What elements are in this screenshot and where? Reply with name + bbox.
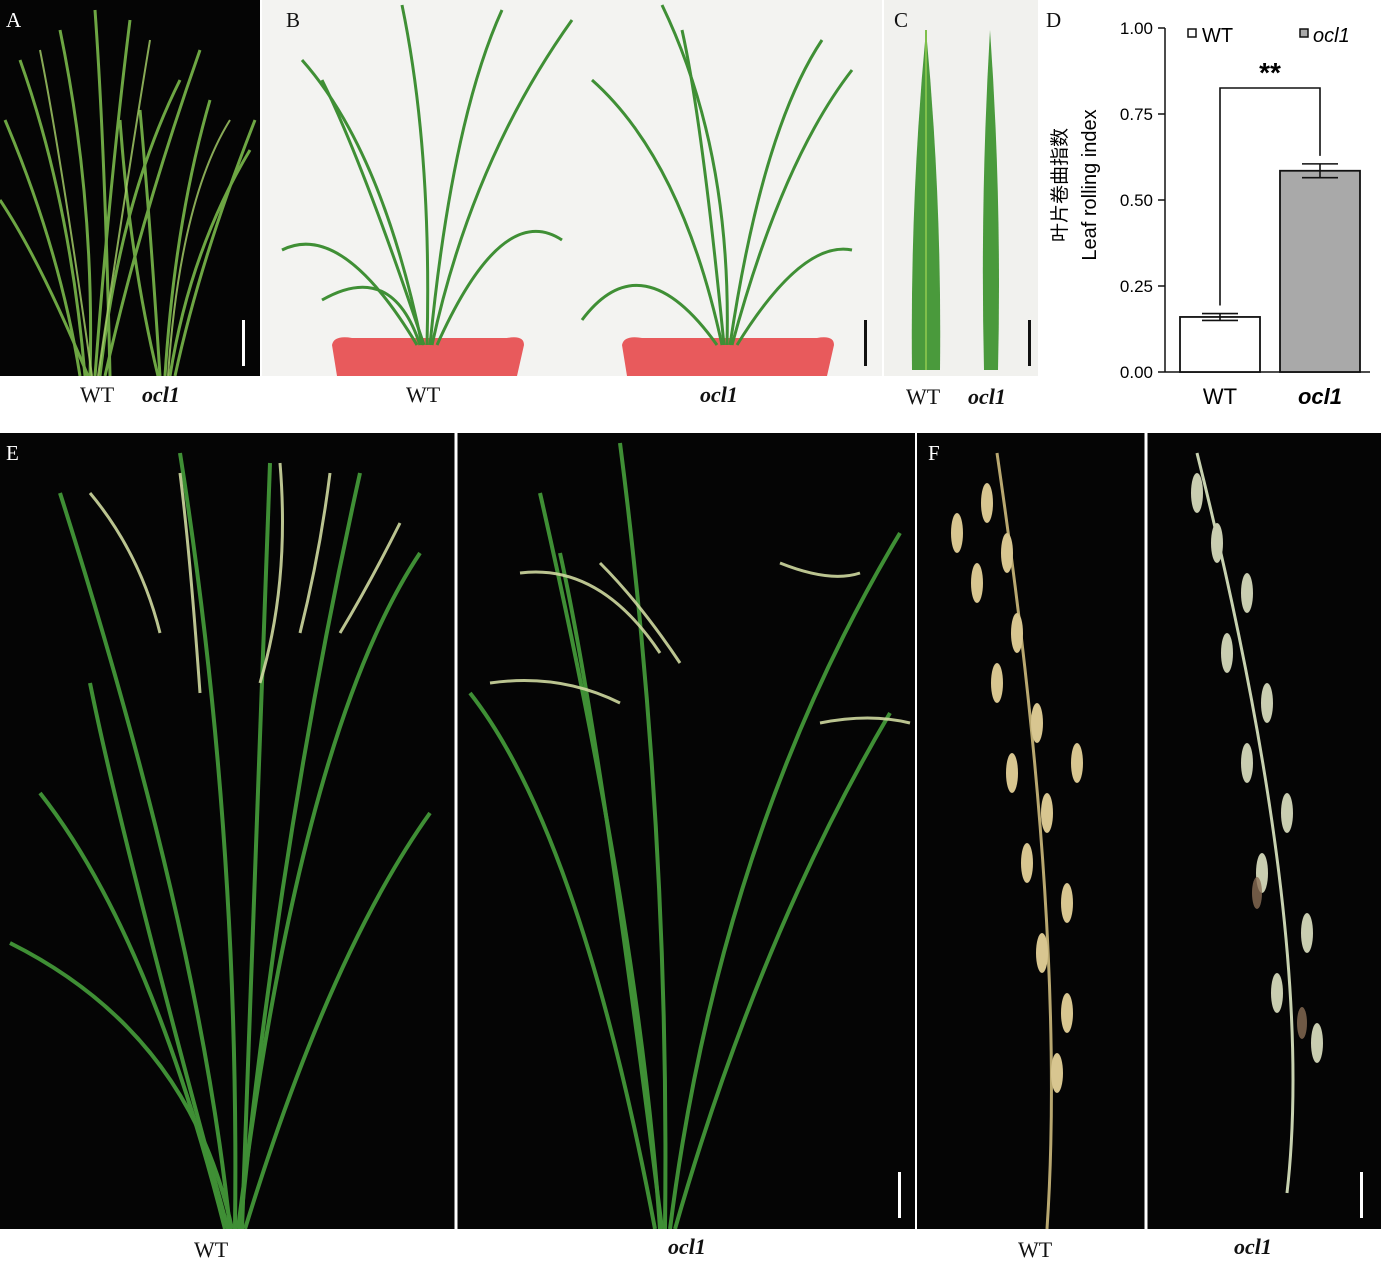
panel-f-caption-ocl1: ocl1 bbox=[1234, 1234, 1272, 1259]
panel-f-photo bbox=[917, 433, 1381, 1229]
panel-e-caption-wt: WT bbox=[194, 1237, 229, 1262]
bar-ocl1 bbox=[1279, 169, 1361, 373]
panel-e-photo bbox=[0, 433, 915, 1229]
y-tick-label: 0.75 bbox=[1120, 105, 1153, 124]
panel-f-image bbox=[917, 433, 1381, 1229]
significance-label: ** bbox=[1259, 57, 1281, 88]
panel-a-image bbox=[0, 0, 260, 376]
y-tick-label: 0.50 bbox=[1120, 191, 1153, 210]
panel-a-label: A bbox=[6, 8, 22, 32]
y-tick-label: 0.00 bbox=[1120, 363, 1153, 382]
panel-b-caption-ocl1: ocl1 bbox=[700, 382, 738, 407]
panel-b-label: B bbox=[286, 8, 301, 32]
leaf-rolling-index-chart: 叶片卷曲指数 Leaf rolling index 0.00 0.25 0.50 0.… bbox=[1049, 19, 1370, 409]
panel-e-scale-bar bbox=[898, 1172, 901, 1218]
panel-c-scale-bar bbox=[1028, 320, 1031, 366]
legend-swatch-wt bbox=[1187, 28, 1197, 38]
x-tick-label-wt: WT bbox=[1203, 384, 1237, 409]
panel-b-scale-bar bbox=[864, 320, 867, 366]
panel-a-photo bbox=[0, 0, 260, 376]
y-axis-label-en: Leaf rolling index bbox=[1079, 109, 1101, 260]
panel-e-label: E bbox=[6, 441, 19, 465]
panel-b-caption-wt: WT bbox=[406, 382, 441, 407]
y-tick-label: 1.00 bbox=[1120, 19, 1153, 38]
panel-b-photo bbox=[262, 0, 882, 376]
legend-label-ocl1: ocl1 bbox=[1313, 25, 1350, 47]
panel-d-label: D bbox=[1046, 8, 1062, 32]
panel-a-caption-wt: WT bbox=[80, 382, 115, 407]
panel-c-label: C bbox=[894, 8, 909, 32]
panel-e-image bbox=[0, 433, 915, 1229]
panel-c-caption-ocl1: ocl1 bbox=[968, 384, 1006, 409]
panel-c-image bbox=[884, 0, 1038, 376]
panel-f-scale-bar bbox=[1360, 1172, 1363, 1218]
panel-a-caption-ocl1: ocl1 bbox=[142, 382, 180, 407]
y-axis-label-cn: 叶片卷曲指数 bbox=[1049, 128, 1071, 242]
legend-swatch-ocl1 bbox=[1299, 28, 1309, 38]
panel-e-caption-ocl1: ocl1 bbox=[668, 1234, 706, 1259]
y-tick-label: 0.25 bbox=[1120, 277, 1153, 296]
panel-f-label: F bbox=[928, 441, 940, 465]
x-tick-label-ocl1: ocl1 bbox=[1298, 384, 1342, 409]
bar-wt bbox=[1179, 316, 1261, 373]
significance-bracket bbox=[1219, 87, 1321, 306]
panel-a-scale-bar bbox=[242, 320, 245, 366]
panel-b-image bbox=[262, 0, 882, 376]
panel-f-caption-wt: WT bbox=[1018, 1237, 1053, 1262]
legend-label-wt: WT bbox=[1202, 25, 1233, 47]
panel-c-photo bbox=[884, 0, 1038, 376]
panel-c-caption-wt: WT bbox=[906, 384, 941, 409]
